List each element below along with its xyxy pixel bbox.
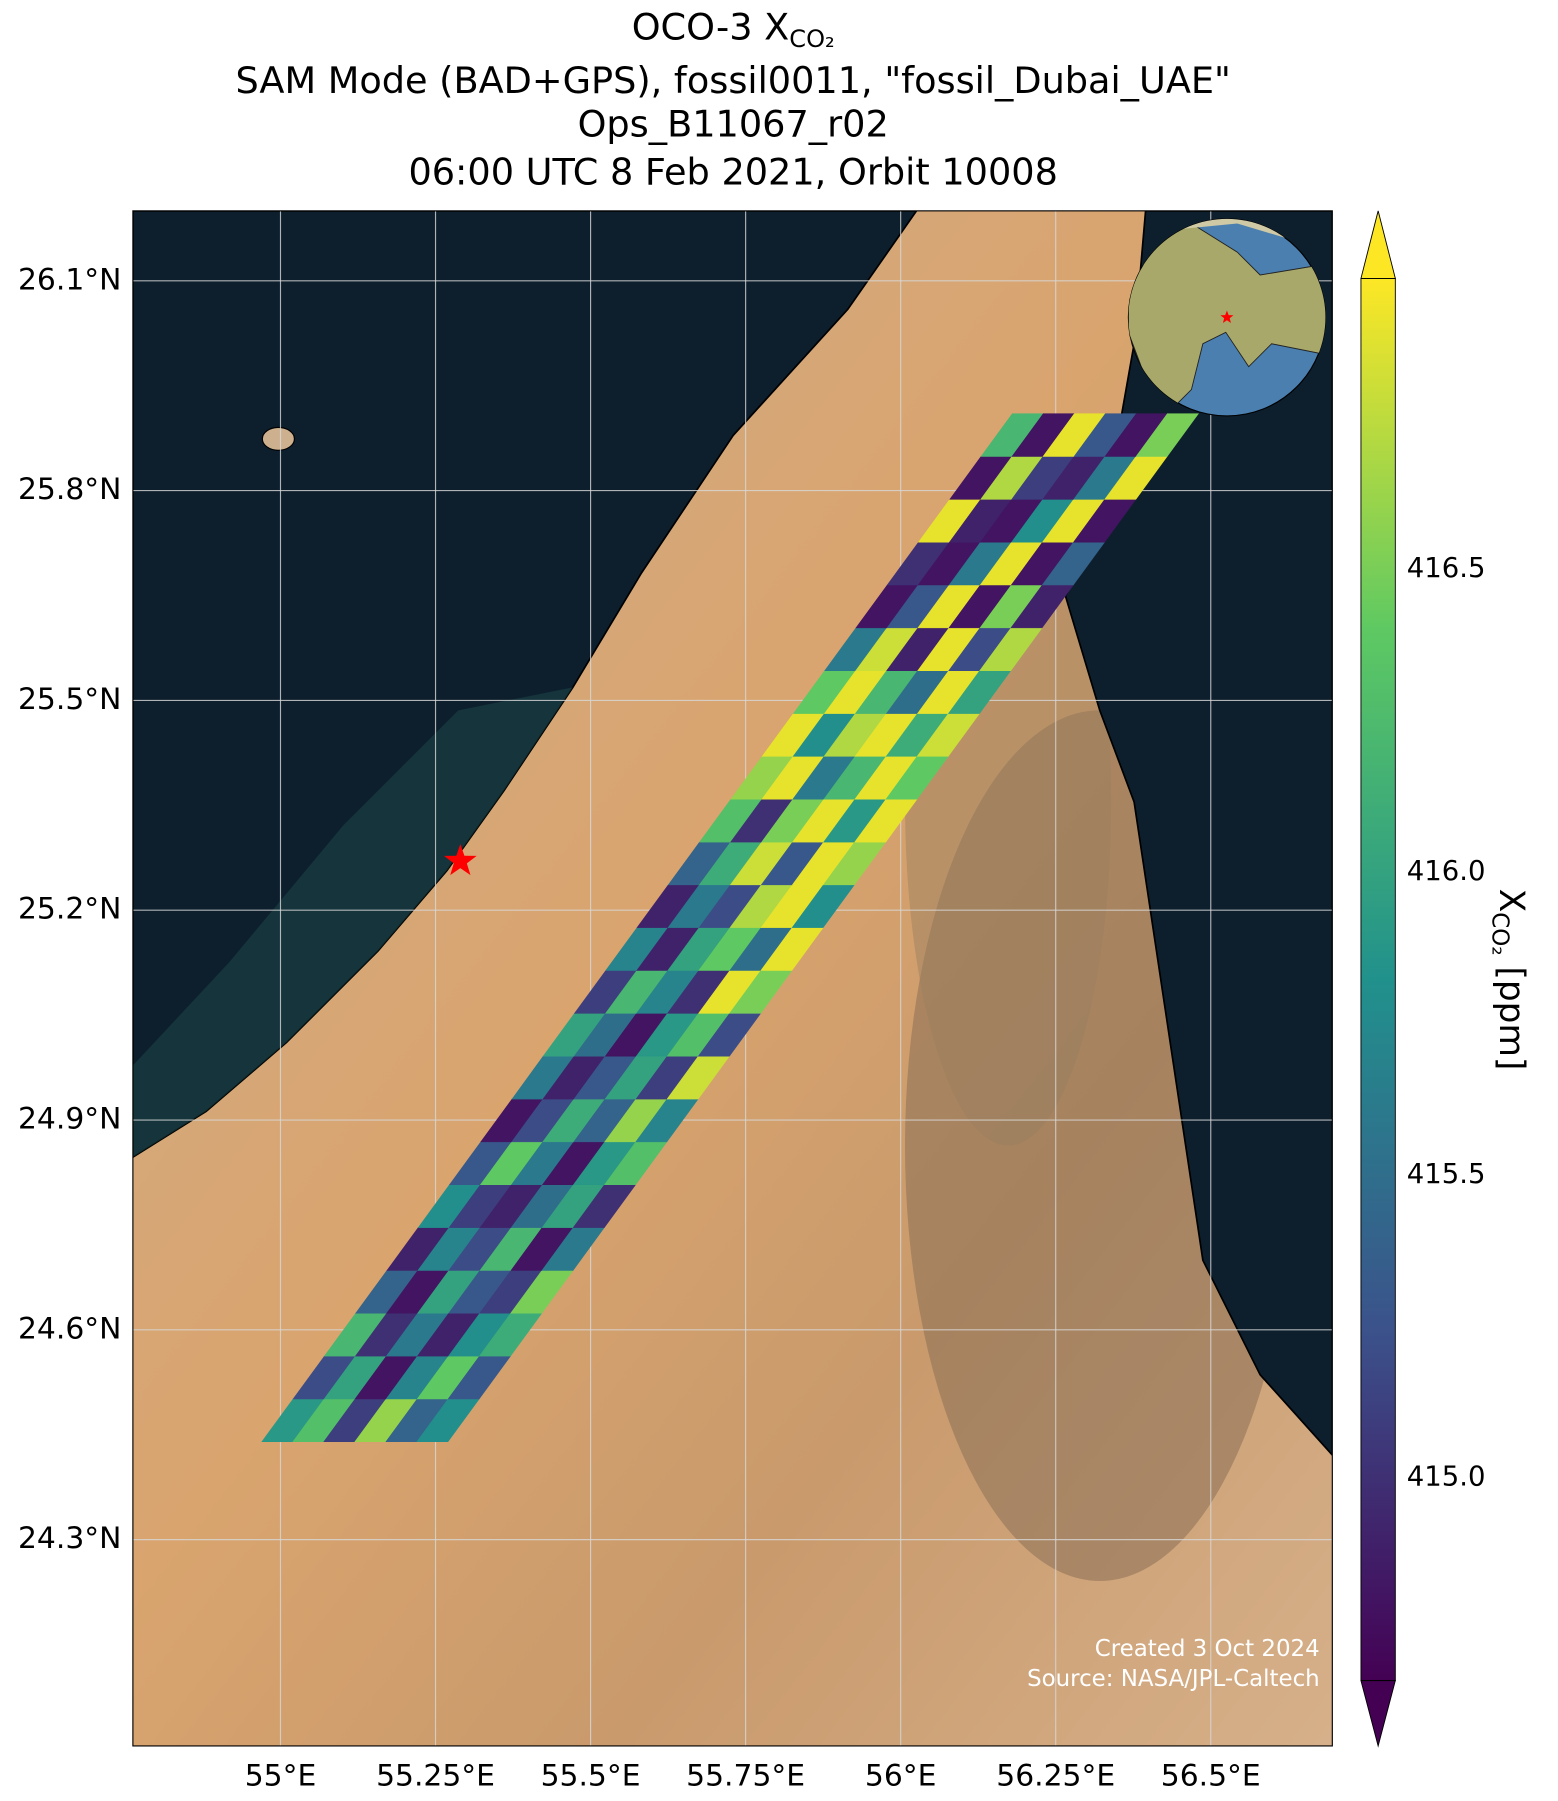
swath-cell [1135, 413, 1199, 457]
subtitle: Ops_B11067_r02 [578, 103, 889, 146]
target-marker [444, 844, 477, 876]
subtitle: SAM Mode (BAD+GPS), fossil0011, "fossil_… [235, 59, 1230, 102]
y-tick-label: 24.3°N [18, 1521, 121, 1556]
plot-frame [132, 210, 1333, 1747]
footnote: Created 3 Oct 2024 [1095, 1636, 1320, 1662]
y-tick-label: 25.8°N [18, 472, 121, 507]
colorbar-tick-label: 416.0 [1407, 855, 1486, 887]
y-tick-label: 24.6°N [18, 1311, 121, 1346]
colorbar [1360, 210, 1396, 1748]
colorbar-label-subscript: CO₂ [1487, 912, 1513, 955]
colorbar-label-main: X [1491, 889, 1531, 913]
x-tick-label: 56.25°E [996, 1758, 1115, 1793]
y-tick-label: 25.5°N [18, 682, 121, 717]
colorbar-tick-label: 415.0 [1407, 1461, 1486, 1493]
y-tick-label: 25.2°N [18, 892, 121, 927]
title-subscript: CO₂ [789, 25, 834, 53]
globe-inset [1127, 218, 1327, 417]
title-main: OCO-3 X [632, 5, 790, 48]
swath [261, 413, 1199, 1442]
x-tick-label: 55°E [245, 1758, 317, 1793]
colorbar-tick-label: 415.5 [1407, 1158, 1486, 1190]
x-tick-label: 55.75°E [686, 1758, 805, 1793]
footnote: Source: NASA/JPL-Caltech [1027, 1666, 1320, 1692]
colorbar-label-unit: [ppm] [1491, 956, 1531, 1071]
x-tick-label: 56°E [865, 1758, 937, 1793]
y-tick-label: 26.1°N [18, 262, 121, 297]
x-tick-label: 56.5°E [1161, 1758, 1261, 1793]
colorbar-tick-label: 416.5 [1407, 552, 1486, 584]
x-tick-label: 55.5°E [541, 1758, 641, 1793]
chart-title: OCO-3 XCO₂ [632, 5, 835, 53]
globe-target [1220, 310, 1234, 324]
y-tick-label: 24.9°N [18, 1102, 121, 1137]
colorbar-label: XCO₂ [ppm] [1487, 889, 1531, 1071]
subtitle: 06:00 UTC 8 Feb 2021, Orbit 10008 [408, 151, 1057, 194]
x-tick-label: 55.25°E [376, 1758, 495, 1793]
